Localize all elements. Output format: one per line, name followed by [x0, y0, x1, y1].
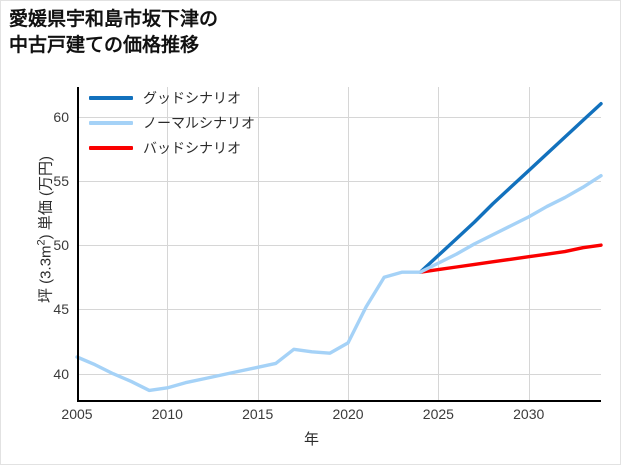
gridline-horizontal	[77, 309, 601, 311]
series-line	[418, 102, 603, 274]
y-tick-label: 55	[53, 172, 69, 189]
series-line	[418, 243, 603, 274]
y-tick-label: 40	[53, 365, 69, 382]
y-axis-title-post: ) 単価 (万円)	[37, 156, 55, 240]
series-line	[75, 174, 603, 393]
x-tick-label: 2010	[151, 406, 183, 422]
y-axis-title-pre: 坪 (3.3	[37, 257, 55, 303]
legend-swatch-icon	[89, 121, 133, 125]
gridline-vertical	[167, 87, 169, 402]
legend-label: グッドシナリオ	[143, 90, 241, 106]
plot-area	[75, 87, 603, 402]
legend-item-bad[interactable]: バッドシナリオ	[89, 140, 255, 156]
chart-legend: グッドシナリオ ノーマルシナリオ バッドシナリオ	[89, 90, 255, 156]
series-lines	[75, 102, 603, 393]
y-axis-tick-labels: 40 45 50 55 60	[1, 87, 77, 402]
page-title: 愛媛県宇和島市坂下津の 中古戸建ての価格推移	[9, 9, 219, 57]
x-tick-label: 2025	[422, 406, 454, 422]
y-tick-label: 60	[53, 108, 69, 125]
y-axis-title-unit: m2	[35, 239, 55, 258]
x-tick-label: 2015	[242, 406, 274, 422]
gridline-horizontal	[77, 116, 601, 118]
x-axis-title: 年	[303, 431, 319, 448]
legend-label: ノーマルシナリオ	[143, 115, 255, 131]
gridline-horizontal	[77, 373, 601, 375]
y-axis-title: 坪 (3.3m2) 単価 (万円)	[35, 80, 56, 380]
legend-swatch-icon	[89, 96, 133, 100]
x-tick-label: 2030	[513, 406, 545, 422]
x-tick-label: 2005	[61, 406, 93, 422]
gridline-vertical	[257, 87, 259, 402]
y-tick-label: 50	[53, 237, 69, 254]
legend-label: バッドシナリオ	[143, 140, 241, 156]
gridline-vertical	[348, 87, 350, 402]
plot-frame	[77, 87, 601, 402]
legend-item-normal[interactable]: ノーマルシナリオ	[89, 115, 255, 131]
y-tick-label: 45	[53, 301, 69, 318]
gridline-vertical	[528, 87, 530, 402]
gridline-horizontal	[77, 245, 601, 247]
x-axis-tick-labels: 2005 2010 2015 2020 2025 2030	[61, 406, 601, 428]
legend-item-good[interactable]: グッドシナリオ	[89, 90, 255, 106]
gridline-vertical	[438, 87, 440, 402]
legend-swatch-icon	[89, 146, 133, 150]
x-tick-label: 2020	[332, 406, 364, 422]
gridline-horizontal	[77, 180, 601, 182]
